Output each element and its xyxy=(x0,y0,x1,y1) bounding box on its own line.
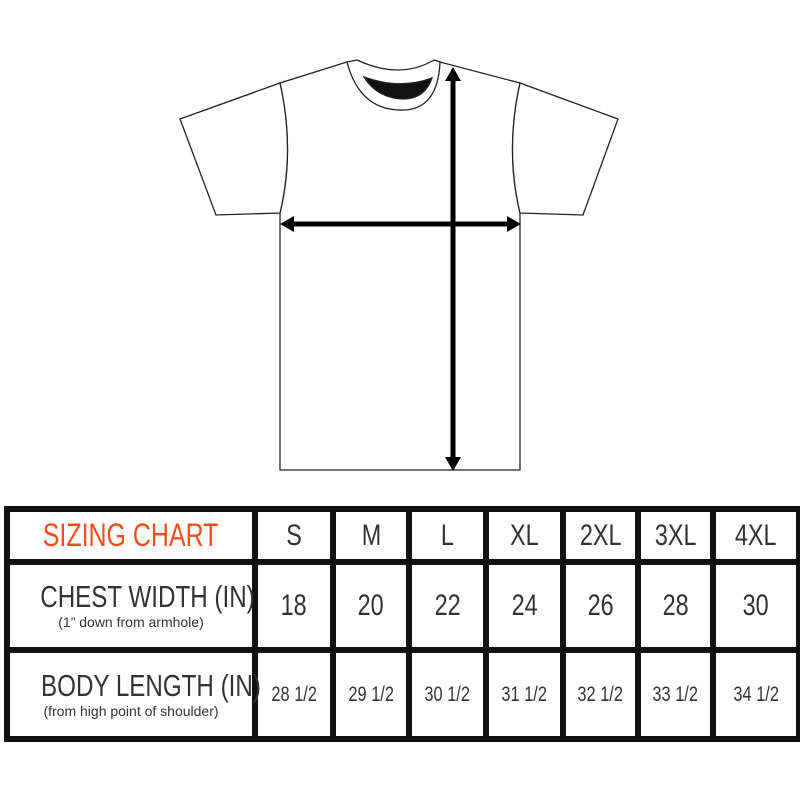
value: 18 xyxy=(280,589,308,622)
row-label-cell: CHEST WIDTH (IN) (1” down from armhole) xyxy=(4,559,258,653)
size-header: S xyxy=(252,506,336,565)
value: 34 1/2 xyxy=(733,682,779,706)
value-cell: 32 1/2 xyxy=(560,647,641,742)
size-header: 4XL xyxy=(710,506,800,565)
value: 22 xyxy=(434,589,461,622)
size-s: S xyxy=(286,518,302,552)
sizing-table: SIZING CHART S M L XL 2XL 3XL 4XL CHEST … xyxy=(4,506,800,742)
row-note: (1” down from armhole) xyxy=(58,614,204,630)
size-m: M xyxy=(361,518,381,552)
chest-width-row: CHEST WIDTH (IN) (1” down from armhole) 1… xyxy=(4,559,800,653)
value-cell: 24 xyxy=(483,559,566,653)
value: 32 1/2 xyxy=(577,682,624,706)
value-cell: 31 1/2 xyxy=(483,647,566,742)
size-3xl: 3XL xyxy=(654,518,697,552)
row-label: CHEST WIDTH (IN) xyxy=(40,579,255,614)
value-cell: 28 1/2 xyxy=(252,647,336,742)
value-cell: 20 xyxy=(330,559,412,653)
right-sleeve xyxy=(511,82,619,216)
tshirt-body xyxy=(279,61,521,471)
value: 28 1/2 xyxy=(271,682,317,706)
value: 28 xyxy=(662,589,689,622)
value: 31 1/2 xyxy=(501,682,548,706)
size-header: 3XL xyxy=(635,506,716,565)
size-2xl: 2XL xyxy=(579,518,622,552)
row-note: (from high point of shoulder) xyxy=(43,702,219,719)
row-label-cell: BODY LENGTH (IN) (from high point of shou… xyxy=(4,647,261,742)
size-l: L xyxy=(440,518,455,552)
size-xl: XL xyxy=(510,518,539,552)
value-cell: 33 1/2 xyxy=(635,647,716,742)
size-header: L xyxy=(406,506,489,565)
value: 24 xyxy=(511,589,538,622)
value: 29 1/2 xyxy=(348,682,394,706)
value-cell: 30 1/2 xyxy=(406,647,489,742)
size-header: M xyxy=(330,506,412,565)
size-header: 2XL xyxy=(560,506,641,565)
value-cell: 26 xyxy=(560,559,641,653)
chest-width-arrow xyxy=(280,216,521,232)
value-cell: 29 1/2 xyxy=(330,647,412,742)
value-cell: 30 xyxy=(710,559,800,653)
chart-title: SIZING CHART xyxy=(43,517,219,553)
value-cell: 22 xyxy=(406,559,489,653)
value: 26 xyxy=(587,589,614,622)
left-sleeve xyxy=(179,82,289,216)
value: 30 1/2 xyxy=(424,682,471,706)
tshirt-diagram xyxy=(179,59,619,471)
value: 30 xyxy=(742,589,770,622)
header-row: SIZING CHART S M L XL 2XL 3XL 4XL xyxy=(4,506,800,565)
value-cell: 18 xyxy=(252,559,336,653)
row-label: BODY LENGTH (IN) xyxy=(41,667,261,703)
chart-title-cell: SIZING CHART xyxy=(4,506,258,565)
neck-opening xyxy=(362,75,434,100)
value: 33 1/2 xyxy=(652,682,699,706)
value-cell: 28 xyxy=(635,559,716,653)
body-length-row: BODY LENGTH (IN) (from high point of shou… xyxy=(4,647,800,742)
value: 20 xyxy=(357,589,385,622)
size-4xl: 4XL xyxy=(735,518,777,552)
body-length-arrow xyxy=(445,67,461,471)
value-cell: 34 1/2 xyxy=(710,647,800,742)
size-header: XL xyxy=(483,506,566,565)
